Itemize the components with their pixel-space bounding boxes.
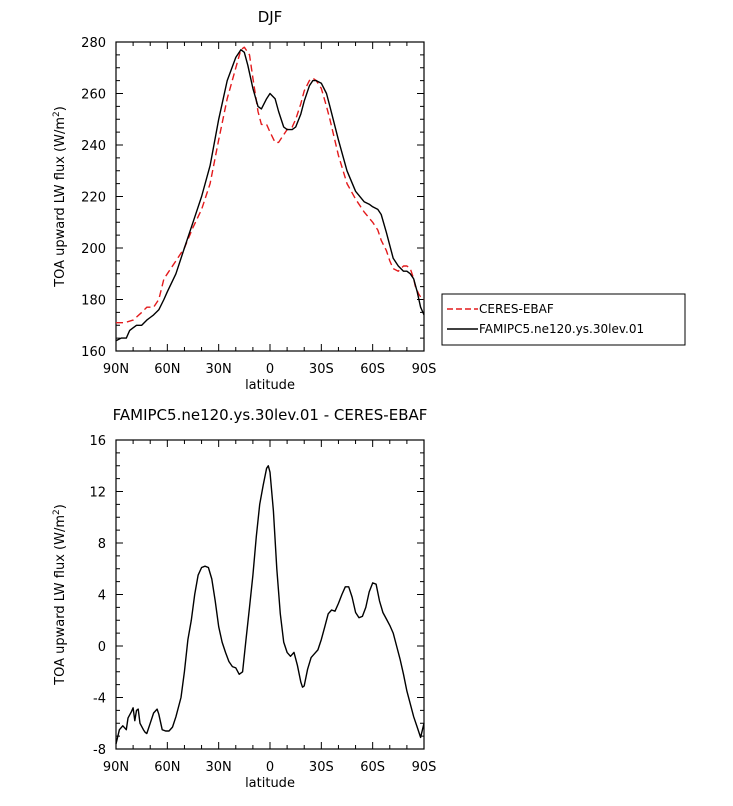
y-axis-label: TOA upward LW flux (W/m2) — [52, 106, 68, 288]
y-tick-label: 220 — [81, 191, 106, 206]
x-tick-label: 90S — [412, 362, 437, 377]
x-tick-label: 0 — [266, 760, 274, 775]
y-tick-label: 160 — [81, 345, 106, 360]
plot-frame — [115, 41, 425, 352]
x-tick-label: 30S — [309, 760, 334, 775]
y-axis-label: TOA upward LW flux (W/m2) — [52, 504, 68, 686]
x-tick-label: 90S — [412, 760, 437, 775]
series-line-famipc5-ne120-ys-30lev-01 — [115, 49, 425, 342]
y-tick-label: 180 — [81, 294, 106, 309]
legend-box — [441, 293, 686, 346]
top-panel-djf: DJF 90N 60N 30N 0 30S 60S 90S 160 180 200 220 240 260… — [52, 8, 686, 393]
x-axis-label: latitude — [245, 776, 295, 791]
bottom-panel-difference: FAMIPC5.ne120.ys.30lev.01 - CERES-EBAF 90… — [52, 406, 436, 791]
y-tick-label: -8 — [93, 743, 106, 758]
legend-entry: FAMIPC5.ne120.ys.30lev.01 — [479, 322, 644, 336]
series-line-difference-0 — [115, 465, 425, 745]
x-axis-label: latitude — [245, 378, 295, 393]
y-tick-label: 0 — [98, 640, 106, 655]
y-tick-label: 260 — [81, 88, 106, 103]
y-tick-label: 8 — [98, 537, 106, 552]
x-tick-label: 0 — [266, 362, 274, 377]
x-tick-label: 30S — [309, 362, 334, 377]
legend-entry: CERES-EBAF — [479, 302, 554, 316]
y-tick-label: 200 — [81, 242, 106, 257]
x-tick-label: 60N — [154, 362, 180, 377]
y-tick-label: 240 — [81, 139, 106, 154]
legend: CERES-EBAF FAMIPC5.ne120.ys.30lev.01 — [441, 293, 686, 346]
series-line-ceres-ebaf — [116, 46, 425, 324]
chart-title: DJF — [258, 8, 283, 26]
x-tick-label: 60S — [360, 760, 385, 775]
x-tick-label: 90N — [103, 760, 129, 775]
y-tick-label: 12 — [89, 486, 106, 501]
x-tick-label: 30N — [206, 362, 232, 377]
y-tick-label: 280 — [81, 36, 106, 51]
y-tick-label: 4 — [98, 589, 106, 604]
y-tick-label: -4 — [93, 692, 106, 707]
x-tick-label: 90N — [103, 362, 129, 377]
chart-title: FAMIPC5.ne120.ys.30lev.01 - CERES-EBAF — [113, 406, 428, 424]
x-tick-label: 60S — [360, 362, 385, 377]
y-tick-label: 16 — [89, 434, 106, 449]
x-tick-label: 30N — [206, 760, 232, 775]
x-tick-label: 60N — [154, 760, 180, 775]
